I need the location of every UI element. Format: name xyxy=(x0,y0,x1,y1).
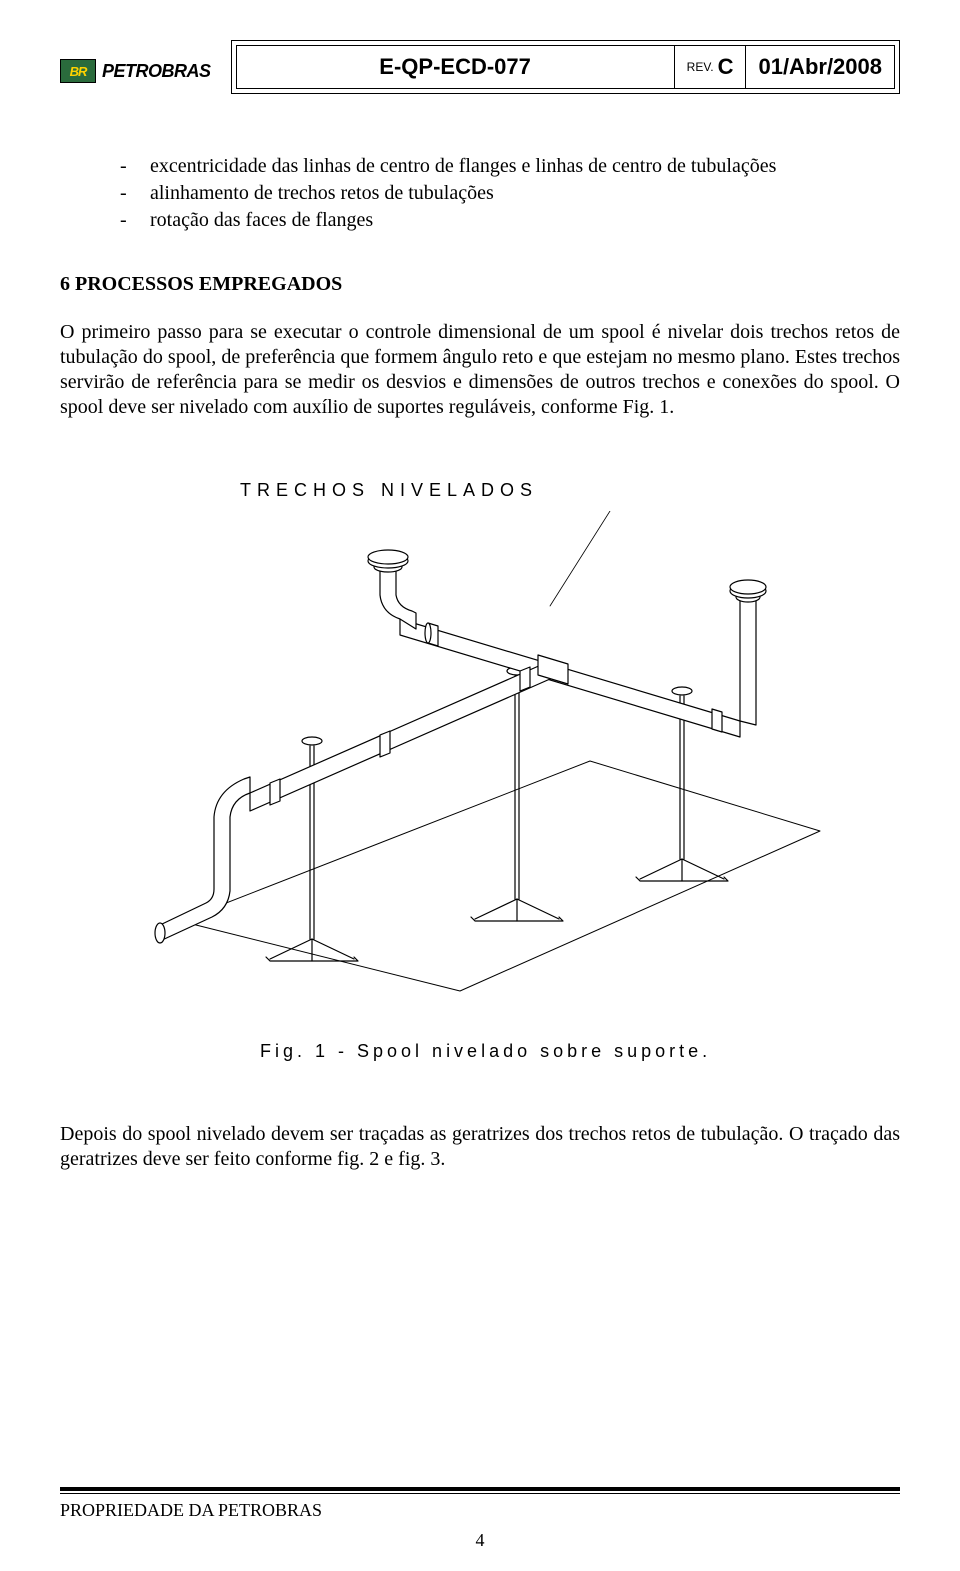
footer-text: PROPRIEDADE DA PETROBRAS xyxy=(60,1500,900,1521)
bullet-text: excentricidade das linhas de centro de f… xyxy=(150,154,776,179)
logo-text: PETROBRAS xyxy=(102,61,211,82)
list-item: - alinhamento de trechos retos de tubula… xyxy=(120,181,900,206)
rev-label: REV. xyxy=(687,60,714,74)
petrobras-logo-icon: BR xyxy=(60,59,96,83)
figure-label-top: TRECHOS NIVELADOS xyxy=(240,480,900,501)
logo-abbrev: BR xyxy=(70,64,87,79)
footer-rule-thick xyxy=(60,1487,900,1491)
bullet-list: - excentricidade das linhas de centro de… xyxy=(60,154,900,233)
document-header: BR PETROBRAS E-QP-ECD-077 REV. C 01/Abr/… xyxy=(60,40,900,94)
figure-1 xyxy=(60,511,900,1011)
bullet-dash: - xyxy=(120,208,150,233)
bullet-dash: - xyxy=(120,181,150,206)
list-item: - rotação das faces de flanges xyxy=(120,208,900,233)
paragraph: Depois do spool nivelado devem ser traça… xyxy=(60,1122,900,1172)
doc-code: E-QP-ECD-077 xyxy=(237,46,674,88)
bullet-text: rotação das faces de flanges xyxy=(150,208,373,233)
page-number: 4 xyxy=(0,1530,960,1551)
title-frame: E-QP-ECD-077 REV. C 01/Abr/2008 xyxy=(231,40,900,94)
doc-date: 01/Abr/2008 xyxy=(745,46,894,88)
paragraph: O primeiro passo para se executar o cont… xyxy=(60,320,900,420)
footer: PROPRIEDADE DA PETROBRAS xyxy=(60,1487,900,1522)
doc-revision: REV. C xyxy=(674,46,746,88)
section-heading-6: 6 PROCESSOS EMPREGADOS xyxy=(60,273,900,296)
rev-letter: C xyxy=(718,54,734,80)
spool-diagram-icon xyxy=(120,511,840,1011)
bullet-text: alinhamento de trechos retos de tubulaçõ… xyxy=(150,181,494,206)
logo: BR PETROBRAS xyxy=(60,40,211,94)
bullet-dash: - xyxy=(120,154,150,179)
figure-caption: Fig. 1 - Spool nivelado sobre suporte. xyxy=(260,1041,900,1062)
footer-rule-thin xyxy=(60,1493,900,1495)
list-item: - excentricidade das linhas de centro de… xyxy=(120,154,900,179)
title-inner: E-QP-ECD-077 REV. C 01/Abr/2008 xyxy=(236,45,895,89)
